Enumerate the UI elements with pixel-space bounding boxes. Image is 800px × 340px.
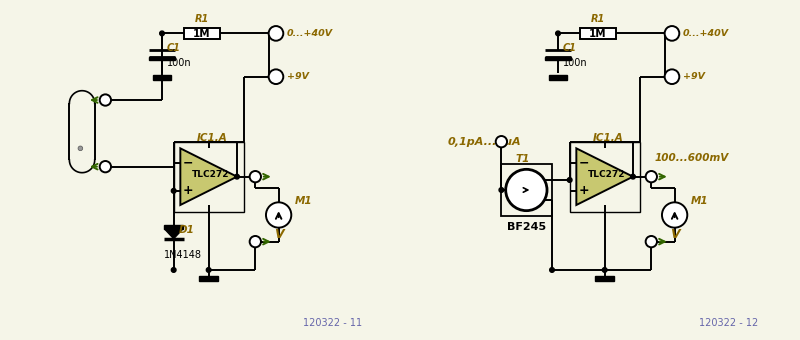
Text: 1M: 1M xyxy=(193,29,211,39)
Text: +9V: +9V xyxy=(682,72,705,81)
Circle shape xyxy=(499,188,504,192)
Circle shape xyxy=(662,202,687,228)
Circle shape xyxy=(665,26,679,41)
Polygon shape xyxy=(576,148,633,205)
Text: M1: M1 xyxy=(294,196,312,206)
Circle shape xyxy=(269,26,283,41)
Text: 120322 - 12: 120322 - 12 xyxy=(698,318,758,328)
Bar xyxy=(184,28,220,39)
Text: R1: R1 xyxy=(195,14,209,24)
Circle shape xyxy=(234,174,239,179)
Bar xyxy=(549,75,567,80)
Circle shape xyxy=(266,202,291,228)
Bar xyxy=(595,276,614,281)
Text: V: V xyxy=(670,228,679,241)
Circle shape xyxy=(100,95,111,106)
Bar xyxy=(546,57,570,60)
Circle shape xyxy=(250,171,261,182)
Text: 1N4148: 1N4148 xyxy=(164,250,202,260)
Circle shape xyxy=(665,69,679,84)
Text: BF245: BF245 xyxy=(506,222,546,232)
Text: D1: D1 xyxy=(178,225,194,235)
Text: +: + xyxy=(578,184,589,197)
Text: 120322 - 11: 120322 - 11 xyxy=(303,318,362,328)
Text: R1: R1 xyxy=(591,14,605,24)
Text: 0,1pA...1uA: 0,1pA...1uA xyxy=(448,137,522,147)
Text: +: + xyxy=(182,184,193,197)
Circle shape xyxy=(250,236,261,247)
Text: 0...+40V: 0...+40V xyxy=(682,29,729,38)
Circle shape xyxy=(171,188,176,193)
Bar xyxy=(150,57,174,60)
Text: IC1.A: IC1.A xyxy=(197,133,227,143)
Text: TLC272: TLC272 xyxy=(191,170,229,180)
Text: 0...+40V: 0...+40V xyxy=(286,29,333,38)
Circle shape xyxy=(646,236,657,247)
Circle shape xyxy=(160,31,164,36)
Text: V: V xyxy=(274,228,283,241)
Circle shape xyxy=(646,171,657,182)
Text: C1: C1 xyxy=(563,44,577,53)
Bar xyxy=(164,225,183,229)
Circle shape xyxy=(496,136,507,147)
Circle shape xyxy=(506,169,547,211)
Circle shape xyxy=(171,268,176,272)
Text: M1: M1 xyxy=(690,196,708,206)
Text: 1M: 1M xyxy=(589,29,607,39)
Text: IC1.A: IC1.A xyxy=(593,133,623,143)
Bar xyxy=(153,75,171,80)
Text: T1: T1 xyxy=(516,154,530,164)
Circle shape xyxy=(556,31,560,36)
Text: −: − xyxy=(578,156,589,169)
Circle shape xyxy=(78,146,82,151)
Polygon shape xyxy=(164,229,183,239)
Circle shape xyxy=(567,178,572,182)
Bar xyxy=(199,276,218,281)
Bar xyxy=(580,28,616,39)
Circle shape xyxy=(602,268,607,272)
Text: 100n: 100n xyxy=(167,58,192,68)
Polygon shape xyxy=(180,148,237,205)
Text: 100...600mV: 100...600mV xyxy=(654,153,729,163)
Text: 100n: 100n xyxy=(563,58,588,68)
Circle shape xyxy=(206,268,211,272)
Bar xyxy=(501,164,552,216)
Text: +9V: +9V xyxy=(286,72,309,81)
Circle shape xyxy=(630,174,635,179)
Text: −: − xyxy=(182,156,193,169)
Text: C1: C1 xyxy=(167,44,181,53)
Circle shape xyxy=(100,161,111,172)
Circle shape xyxy=(550,268,554,272)
Circle shape xyxy=(269,69,283,84)
Text: TLC272: TLC272 xyxy=(587,170,625,180)
Bar xyxy=(174,142,244,211)
Bar xyxy=(570,142,640,211)
